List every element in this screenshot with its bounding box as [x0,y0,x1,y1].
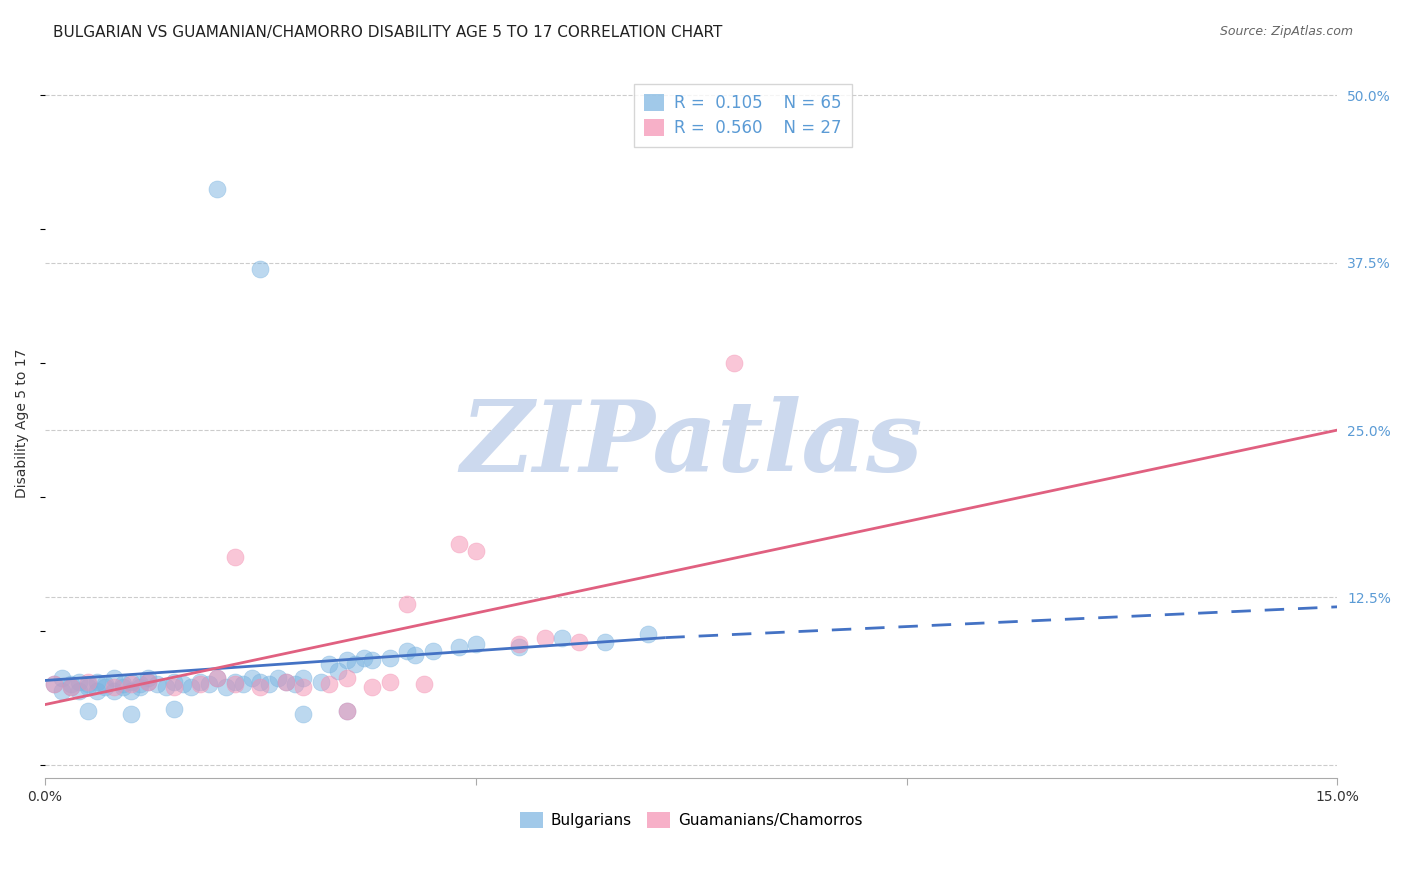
Point [172,677,194,691]
Point [120,674,142,689]
Point [163,674,186,689]
Point [103,684,125,698]
Point [249,262,271,277]
Point [249,674,271,689]
Point [447,640,470,654]
Point [59,680,82,694]
Point [155,680,177,694]
Point [395,597,418,611]
Point [723,356,745,370]
Point [59,677,82,691]
Point [292,671,315,685]
Point [395,644,418,658]
Point [464,637,486,651]
Point [215,680,238,694]
Point [335,704,357,718]
Point [51,671,73,685]
Point [335,653,357,667]
Point [309,674,332,689]
Point [180,680,202,694]
Point [224,550,246,565]
Point [318,677,340,691]
Point [94,680,117,694]
Point [292,706,315,721]
Point [413,677,436,691]
Point [224,677,246,691]
Point [188,677,211,691]
Point [284,677,307,691]
Point [464,543,486,558]
Point [128,677,150,691]
Point [138,674,160,689]
Point [533,631,555,645]
Point [163,680,186,694]
Point [67,674,90,689]
Point [146,677,169,691]
Point [42,677,65,691]
Point [120,677,142,691]
Point [276,674,298,689]
Point [77,677,100,691]
Point [77,704,100,718]
Legend: Bulgarians, Guamanians/Chamorros: Bulgarians, Guamanians/Chamorros [515,806,869,834]
Point [77,680,100,694]
Point [257,677,280,691]
Point [51,684,73,698]
Point [378,650,401,665]
Point [378,674,401,689]
Point [637,626,659,640]
Point [232,677,254,691]
Point [318,657,340,672]
Point [292,680,315,694]
Point [353,650,375,665]
Point [67,684,90,698]
Point [86,684,108,698]
Point [120,684,142,698]
Point [103,671,125,685]
Point [361,653,384,667]
Point [335,704,357,718]
Text: BULGARIAN VS GUAMANIAN/CHAMORRO DISABILITY AGE 5 TO 17 CORRELATION CHART: BULGARIAN VS GUAMANIAN/CHAMORRO DISABILI… [53,25,723,40]
Point [111,680,134,694]
Point [77,674,100,689]
Point [508,637,530,651]
Point [266,671,288,685]
Point [568,634,591,648]
Point [335,671,357,685]
Point [103,680,125,694]
Point [508,640,530,654]
Y-axis label: Disability Age 5 to 17: Disability Age 5 to 17 [15,349,30,498]
Point [422,644,444,658]
Point [344,657,367,672]
Point [86,674,108,689]
Point [120,706,142,721]
Text: ZIPatlas: ZIPatlas [460,396,922,493]
Point [94,677,117,691]
Point [207,671,229,685]
Point [240,671,263,685]
Point [111,677,134,691]
Point [447,537,470,551]
Point [551,631,574,645]
Point [59,680,82,694]
Point [593,634,616,648]
Point [163,701,186,715]
Point [276,674,298,689]
Point [42,677,65,691]
Point [138,674,160,689]
Point [138,671,160,685]
Point [207,671,229,685]
Point [326,664,349,678]
Point [404,648,426,662]
Text: Source: ZipAtlas.com: Source: ZipAtlas.com [1219,25,1353,38]
Point [128,680,150,694]
Point [207,182,229,196]
Point [249,680,271,694]
Point [361,680,384,694]
Point [224,674,246,689]
Point [197,677,219,691]
Point [188,674,211,689]
